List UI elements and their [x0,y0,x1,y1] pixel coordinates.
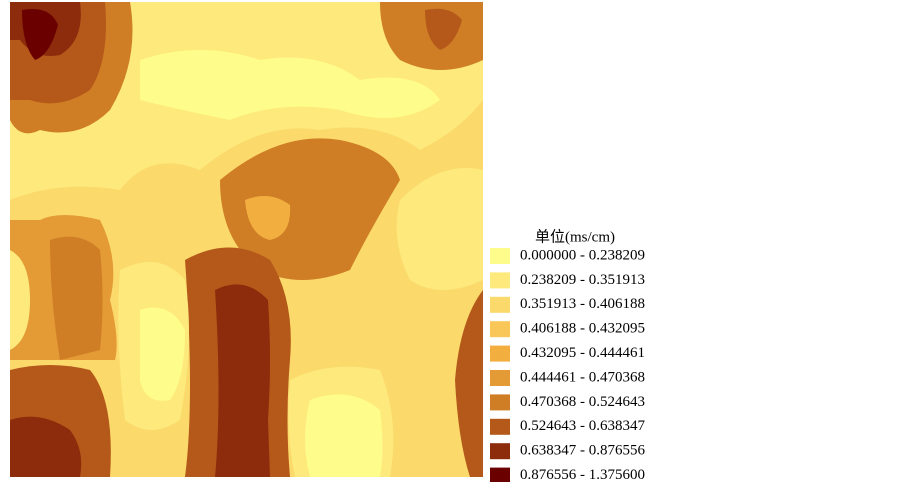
legend-label: 0.524643 - 0.638347 [520,418,645,434]
legend: 0.000000 - 0.238209 0.238209 - 0.351913 0.… [490,247,645,484]
legend-label: 0.406188 - 0.432095 [520,321,645,337]
legend-swatch [490,394,510,411]
legend-swatch [490,272,510,289]
legend-swatch [490,248,510,264]
legend-swatch [490,370,510,386]
legend-label: 0.638347 - 0.876556 [520,443,645,459]
legend-swatch [490,443,510,460]
legend-label: 0.470368 - 0.524643 [520,394,645,410]
legend-swatch [490,321,510,338]
legend-swatch [490,345,510,362]
map [10,2,483,477]
legend-label: 0.432095 - 0.444461 [520,345,645,361]
legend-swatch [490,418,510,435]
legend-label: 0.876556 - 1.375600 [520,467,645,482]
legend-label: 0.351913 - 0.406188 [520,296,645,312]
legend-label: 0.238209 - 0.351913 [520,272,645,288]
legend-swatch [490,467,510,484]
legend-label: 0.444461 - 0.470368 [520,369,645,385]
legend-title: 单位(ms/cm) [535,228,615,245]
legend-swatch [490,296,510,313]
legend-label: 0.000000 - 0.238209 [520,247,645,263]
